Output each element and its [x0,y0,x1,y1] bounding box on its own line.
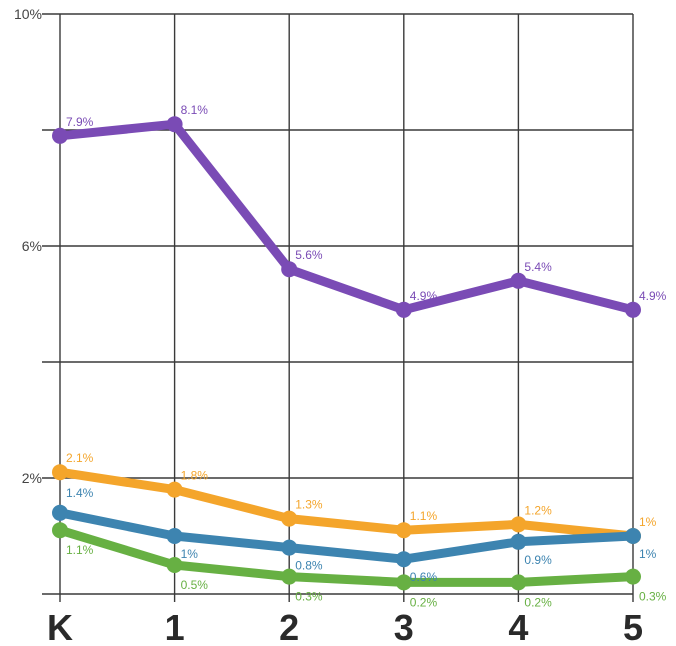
data-point [625,568,641,585]
x-tick-label: 5 [623,607,643,646]
data-label: 1% [639,547,657,561]
data-point [166,116,183,133]
data-point [510,533,527,550]
data-point [625,528,641,544]
data-label: 5.6% [295,248,323,262]
data-label: 0.6% [410,570,438,584]
series-line [55,525,638,587]
data-label: 8.1% [181,103,209,117]
y-axis-ticks: 10% 6% 2% [14,6,42,486]
data-labels: 7.9% 8.1% 5.6% 4.9% 5.4% 4.9% 2.1% 1.8% 1.3% 1.1%… [66,103,667,609]
data-point [166,528,183,544]
data-label: 4.9% [410,289,438,303]
y-tick-label: 6% [22,238,42,254]
data-label: 1% [639,515,657,529]
data-label: 4.9% [639,289,667,303]
series-line [55,467,638,541]
x-tick-label: K [47,607,73,646]
data-point [510,574,527,591]
data-label: 0.3% [295,590,323,604]
series-line [55,508,638,564]
data-label: 1.2% [524,503,552,517]
series-lines [52,116,641,591]
data-label: 0.8% [295,559,323,573]
data-label: 1.4% [66,486,94,500]
data-point [625,301,641,318]
data-point [281,261,298,278]
grid [42,13,634,602]
data-point [166,481,183,498]
data-label: 0.3% [639,590,667,604]
data-point [395,301,412,318]
data-label: 1.8% [181,469,209,483]
data-point [52,522,68,539]
data-point [281,568,298,585]
data-point [166,557,183,573]
data-label: 5.4% [524,260,552,274]
data-label: 1.1% [410,509,438,523]
x-tick-label: 1 [165,607,185,646]
data-label: 0.2% [524,595,552,609]
data-label: 7.9% [66,115,94,129]
data-point [395,574,412,591]
x-tick-label: 4 [508,607,528,646]
data-label: 0.9% [524,553,552,567]
data-point [395,522,412,539]
data-label: 1% [181,547,199,561]
data-label: 0.2% [410,595,438,609]
y-tick-label: 10% [14,6,42,22]
data-point [281,539,298,556]
data-point [510,272,527,289]
data-point [281,510,298,527]
y-tick-label: 2% [22,470,42,486]
data-label: 1.1% [66,543,94,557]
data-point [52,504,68,521]
x-axis-ticks: K 1 2 3 4 5 [47,607,643,646]
data-label: 1.3% [295,498,323,512]
x-tick-label: 3 [394,607,414,646]
series-line [55,119,638,315]
data-point [52,127,68,144]
data-point [510,516,527,533]
data-label: 2.1% [66,451,94,465]
data-point [395,551,412,568]
data-point [52,464,68,481]
x-tick-label: 2 [279,607,299,646]
data-label: 0.5% [181,578,209,592]
